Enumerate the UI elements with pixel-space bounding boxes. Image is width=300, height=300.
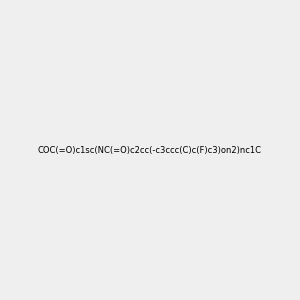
- Text: COC(=O)c1sc(NC(=O)c2cc(-c3ccc(C)c(F)c3)on2)nc1C: COC(=O)c1sc(NC(=O)c2cc(-c3ccc(C)c(F)c3)o…: [38, 146, 262, 154]
